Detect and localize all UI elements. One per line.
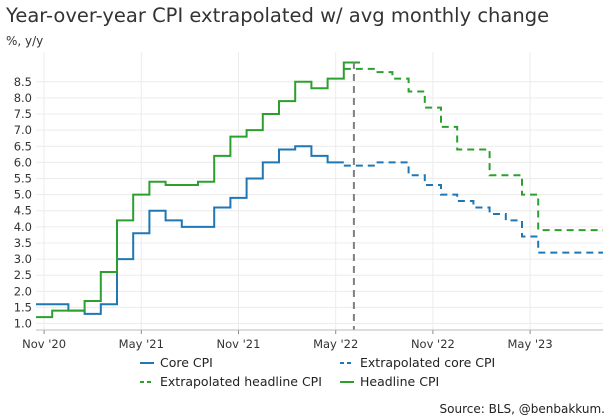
legend-label: Extrapolated headline CPI bbox=[160, 374, 322, 389]
x-tick-label: May '22 bbox=[313, 337, 358, 351]
series-line-extrapolated-headline-cpi bbox=[343, 67, 603, 232]
chart-subtitle: %, y/y bbox=[6, 34, 44, 48]
y-tick-label: 4.5 bbox=[14, 204, 32, 218]
y-tick-label: 3.0 bbox=[14, 252, 32, 266]
y-tick-label: 5.5 bbox=[14, 171, 32, 185]
y-tick-label: 8.0 bbox=[14, 91, 32, 105]
axes: 1.0 1.5 2.0 2.5 3.0 3.5 4.0 4.5 5.0 5.5 6.0 6.5 7.0 7… bbox=[14, 75, 603, 351]
series-lines bbox=[36, 61, 603, 319]
y-tick-label: 6.5 bbox=[14, 139, 32, 153]
y-tick-label: 2.5 bbox=[14, 268, 32, 282]
y-tick-label: 6.0 bbox=[14, 155, 32, 169]
y-tick-label: 3.5 bbox=[14, 236, 32, 250]
legend-label: Extrapolated core CPI bbox=[360, 355, 495, 370]
y-tick-label: 4.0 bbox=[14, 220, 32, 234]
x-tick-label: Nov '20 bbox=[22, 337, 66, 351]
series-line-extrapolated-core-cpi bbox=[343, 161, 603, 254]
legend-item: Core CPI bbox=[140, 355, 213, 370]
series-line-core-cpi bbox=[36, 145, 344, 315]
x-tick-label: Nov '22 bbox=[411, 337, 455, 351]
chart-title: Year-over-year CPI extrapolated w/ avg m… bbox=[6, 4, 550, 27]
legend-item: Extrapolated headline CPI bbox=[140, 374, 322, 389]
y-tick-label: 1.5 bbox=[14, 300, 32, 314]
y-tick-label: 5.0 bbox=[14, 188, 32, 202]
x-tick-label: May '21 bbox=[119, 337, 164, 351]
legend: Core CPI Extrapolated core CPI Extrapolate… bbox=[140, 355, 495, 389]
legend-item: Extrapolated core CPI bbox=[340, 355, 495, 370]
legend-label: Headline CPI bbox=[360, 374, 439, 389]
x-tick-label: May '23 bbox=[507, 337, 552, 351]
y-tick-label: 1.0 bbox=[14, 317, 32, 331]
y-tick-label: 2.0 bbox=[14, 284, 32, 298]
source-note: Source: BLS, @benbakkum. bbox=[439, 402, 605, 416]
y-tick-label: 7.5 bbox=[14, 107, 32, 121]
y-tick-label: 7.0 bbox=[14, 123, 32, 137]
y-tick-label: 8.5 bbox=[14, 75, 32, 89]
grid-lines bbox=[36, 52, 603, 330]
x-tick-label: Nov '21 bbox=[217, 337, 261, 351]
legend-item: Headline CPI bbox=[340, 374, 439, 389]
series-line-headline-cpi bbox=[36, 61, 360, 319]
legend-label: Core CPI bbox=[160, 355, 213, 370]
